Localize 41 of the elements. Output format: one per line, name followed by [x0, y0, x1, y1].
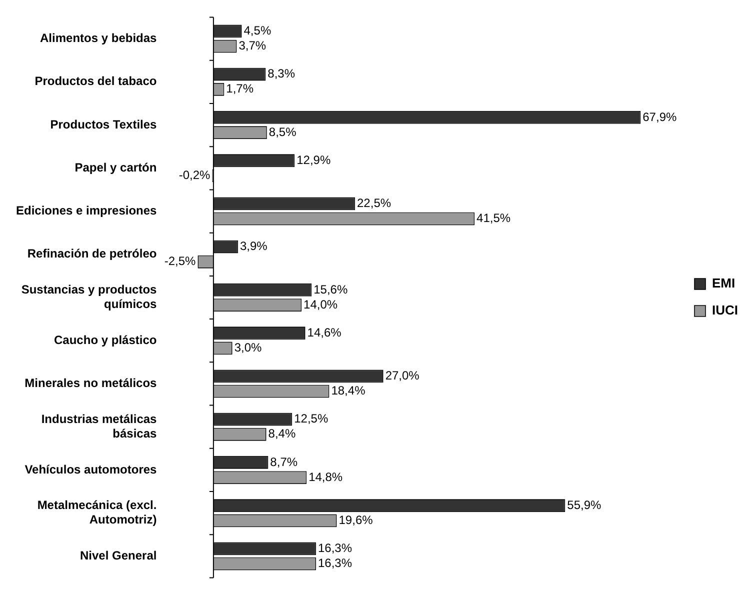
- data-label: 12,9%: [296, 152, 331, 167]
- y-tick-label: Refinación de petróleo: [27, 246, 157, 261]
- data-label: 55,9%: [567, 498, 602, 512]
- data-label: 14,8%: [308, 470, 343, 484]
- data-label: 8,4%: [268, 426, 296, 441]
- data-label: 12,5%: [294, 412, 328, 426]
- legend-label: EMI: [712, 276, 736, 291]
- data-label: -0,2%: [178, 168, 211, 182]
- y-tick-label: Papel y cartón: [74, 160, 157, 174]
- y-tick-label: Productos del tabaco: [34, 74, 157, 88]
- y-tick-label: Alimentos y bebidas: [40, 31, 158, 46]
- data-label: 8,7%: [270, 454, 298, 469]
- data-label: 22,5%: [357, 196, 392, 210]
- data-label: 15,6%: [314, 282, 348, 296]
- y-tick-label: Ediciones e impresiones: [16, 204, 158, 218]
- data-label: 19,6%: [338, 512, 374, 527]
- y-tick-label: Sustancias y productos químicos: [21, 282, 158, 312]
- y-tick-label: Vehículos automotores: [24, 462, 158, 476]
- data-label: 41,5%: [476, 211, 511, 226]
- data-label: 4,5%: [244, 24, 272, 38]
- data-label: 8,3%: [268, 66, 296, 81]
- data-label: 1,7%: [226, 82, 254, 96]
- data-label: 3,7%: [238, 38, 266, 53]
- data-label: 16,3%: [318, 541, 352, 556]
- y-tick-label: Productos Textiles: [50, 117, 158, 132]
- data-label: 14,6%: [307, 325, 342, 340]
- y-tick-label: Metalmecánica (excl. Automotriz): [37, 498, 157, 527]
- data-label: 27,0%: [385, 368, 420, 383]
- data-label: 18,4%: [331, 384, 366, 398]
- data-label: 8,5%: [268, 124, 297, 139]
- y-tick-label: Nivel General: [80, 548, 157, 563]
- legend-label: IUCI: [712, 302, 738, 318]
- data-label: 16,3%: [318, 556, 352, 570]
- data-label: 3,9%: [240, 239, 268, 254]
- y-tick-label: Minerales no metálicos: [24, 376, 158, 390]
- y-tick-label: Caucho y plástico: [54, 332, 157, 347]
- data-label: 14,0%: [304, 297, 338, 312]
- y-tick-label: Industrias metálicas básicas: [41, 412, 158, 440]
- data-label: -2,5%: [164, 254, 196, 268]
- data-label: 3,0%: [234, 340, 262, 354]
- data-label: 67,9%: [642, 110, 677, 124]
